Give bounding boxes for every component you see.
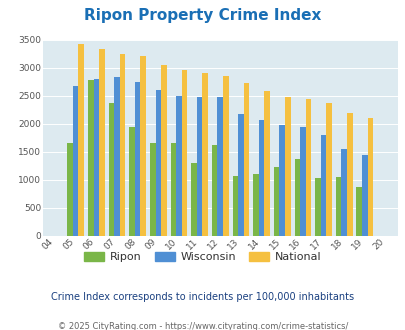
- Bar: [326, 103, 331, 236]
- Bar: [202, 73, 207, 236]
- Bar: [191, 163, 196, 236]
- Text: Ripon Property Crime Index: Ripon Property Crime Index: [84, 8, 321, 23]
- Text: © 2025 CityRating.com - https://www.cityrating.com/crime-statistics/: © 2025 CityRating.com - https://www.city…: [58, 322, 347, 330]
- Bar: [67, 143, 73, 236]
- Bar: [238, 114, 243, 236]
- Bar: [222, 76, 228, 236]
- Bar: [119, 53, 125, 236]
- Bar: [367, 118, 372, 236]
- Bar: [361, 154, 367, 236]
- Bar: [279, 125, 284, 236]
- Bar: [243, 83, 249, 236]
- Bar: [196, 97, 202, 236]
- Bar: [314, 179, 320, 236]
- Bar: [155, 90, 161, 236]
- Bar: [341, 149, 346, 236]
- Bar: [258, 119, 264, 236]
- Bar: [114, 78, 119, 236]
- Bar: [149, 143, 155, 236]
- Bar: [346, 113, 352, 236]
- Bar: [335, 177, 341, 236]
- Bar: [356, 187, 361, 236]
- Bar: [294, 159, 299, 236]
- Bar: [217, 97, 222, 236]
- Bar: [73, 86, 78, 236]
- Bar: [88, 80, 93, 236]
- Bar: [99, 50, 104, 236]
- Bar: [305, 98, 311, 236]
- Bar: [134, 82, 140, 236]
- Bar: [176, 96, 181, 236]
- Bar: [211, 145, 217, 236]
- Bar: [170, 143, 176, 236]
- Bar: [93, 79, 99, 236]
- Legend: Ripon, Wisconsin, National: Ripon, Wisconsin, National: [80, 248, 325, 267]
- Bar: [232, 176, 238, 236]
- Bar: [181, 70, 187, 236]
- Bar: [320, 135, 326, 236]
- Bar: [264, 91, 269, 236]
- Bar: [284, 97, 290, 236]
- Bar: [273, 167, 279, 236]
- Bar: [140, 56, 146, 236]
- Text: Crime Index corresponds to incidents per 100,000 inhabitants: Crime Index corresponds to incidents per…: [51, 292, 354, 302]
- Bar: [129, 127, 134, 236]
- Bar: [161, 65, 166, 236]
- Bar: [78, 44, 84, 236]
- Bar: [299, 127, 305, 236]
- Bar: [109, 103, 114, 236]
- Bar: [253, 174, 258, 236]
